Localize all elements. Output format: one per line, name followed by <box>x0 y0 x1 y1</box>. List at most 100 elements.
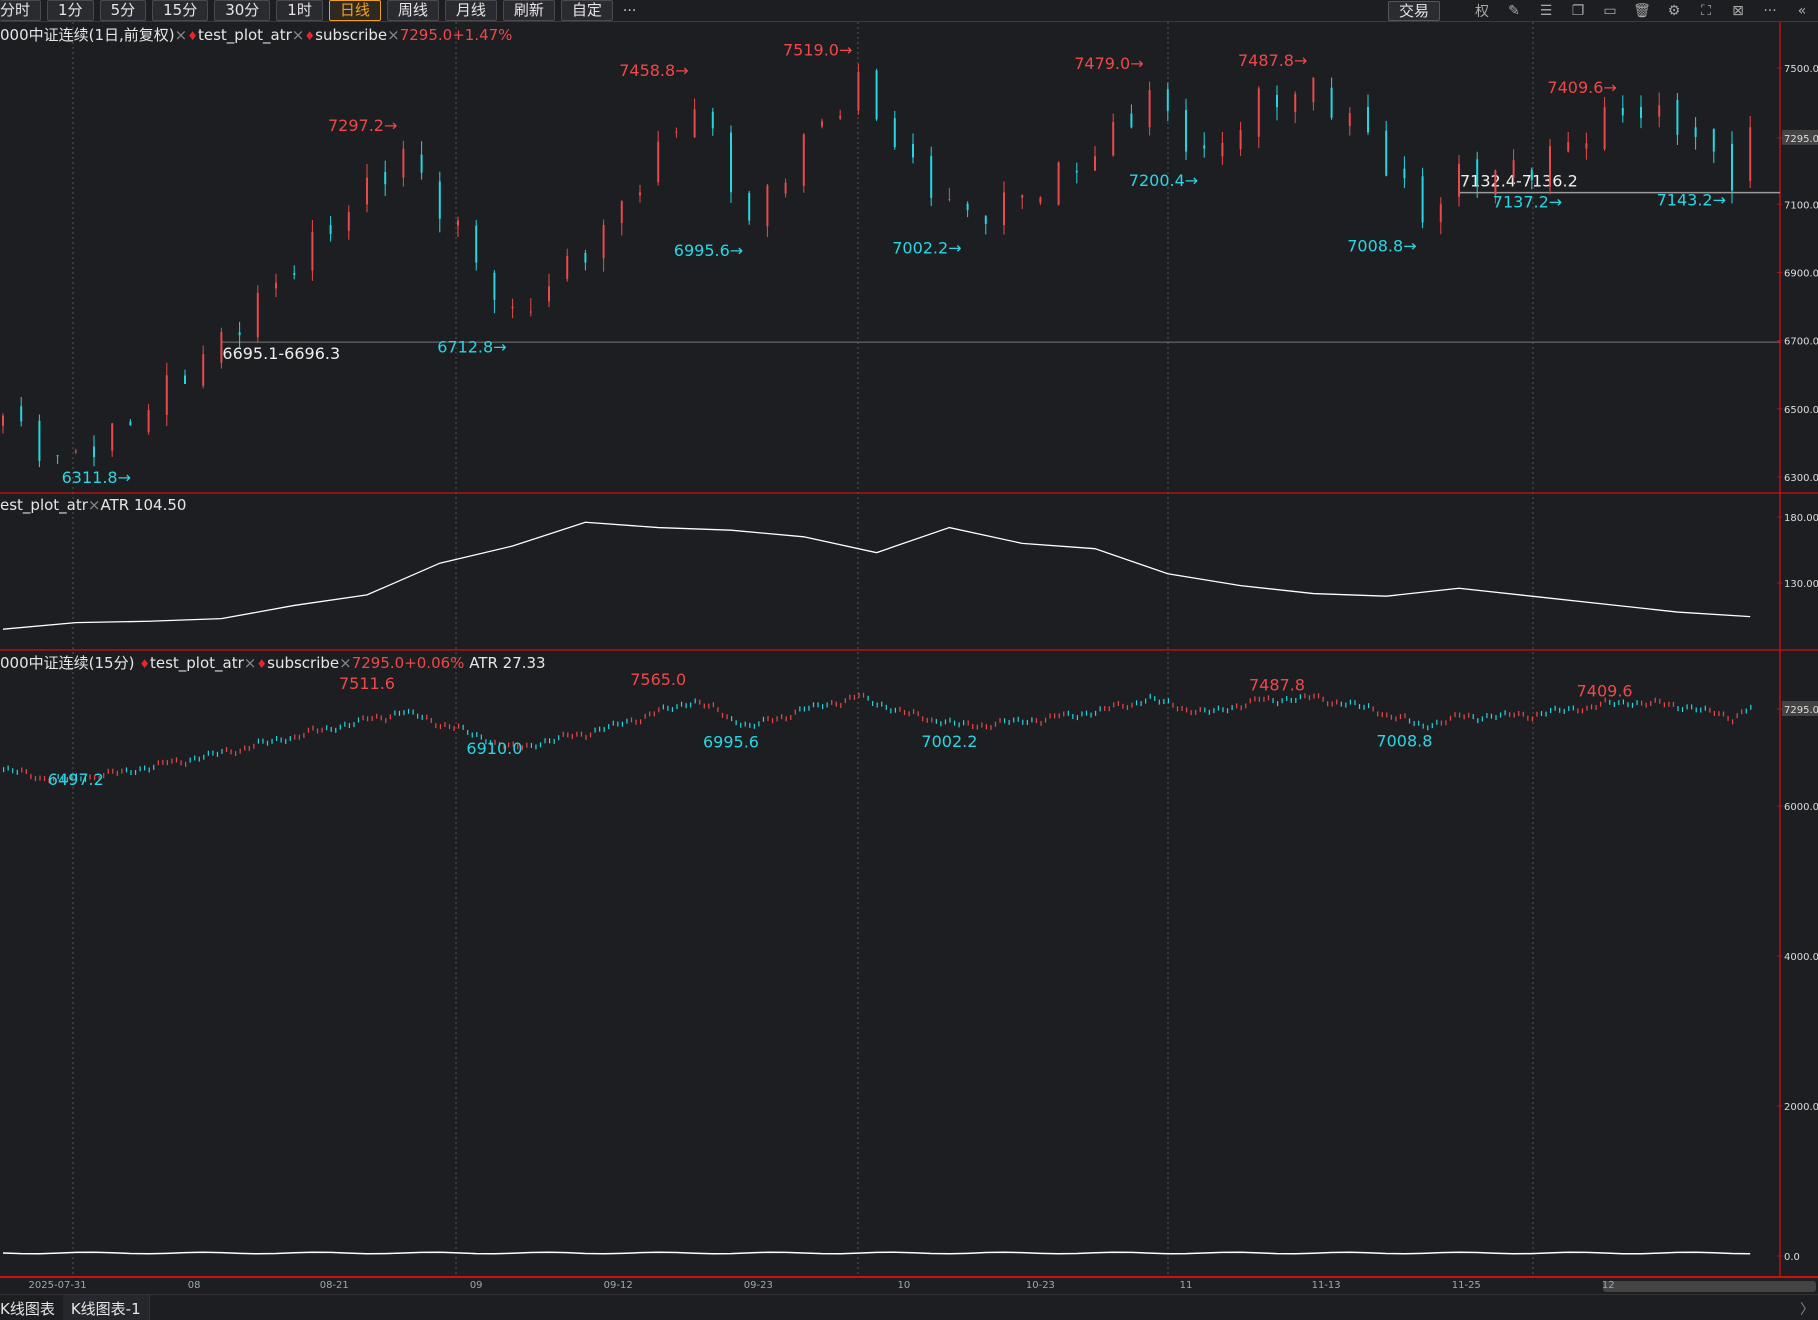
candle-15min <box>166 760 168 766</box>
period-button[interactable]: 5分 <box>99 0 147 21</box>
candle-15min <box>1641 700 1643 706</box>
more-icon[interactable]: ··· <box>622 2 637 19</box>
pencil-icon[interactable]: ✎ <box>1508 2 1520 19</box>
candle-15min <box>1440 720 1442 726</box>
candle-15min <box>558 735 560 741</box>
legend-indicator[interactable]: subscribe <box>315 26 388 44</box>
remove-icon[interactable]: × <box>243 654 257 672</box>
remove-icon[interactable]: × <box>339 654 352 672</box>
candle-15min <box>1613 702 1615 708</box>
candle-body <box>1112 121 1115 156</box>
candle-15min <box>1049 713 1051 719</box>
period-button[interactable]: 分时 <box>0 0 42 21</box>
settings-icon[interactable]: ⚙ <box>1667 2 1681 19</box>
legend-quote: 7295.0+0.06% <box>351 654 465 672</box>
trash-icon[interactable]: 🗑 <box>1633 2 1651 19</box>
candle-body <box>1676 99 1679 135</box>
legend-indicator[interactable]: est_plot_atr <box>0 496 88 514</box>
period-button[interactable]: 1时 <box>276 0 323 21</box>
candle-body <box>256 292 259 338</box>
rights-button[interactable]: 权 <box>1475 3 1489 20</box>
extreme-label: 7511.6 <box>339 674 395 693</box>
candle-body <box>402 148 405 178</box>
tab-kline-chart[interactable]: K线图表 <box>0 1300 55 1318</box>
chart-canvas[interactable]: 7500.0 7295.0 7100.0 6900.0 6700.0 6500.0 6300… <box>0 22 1818 1276</box>
candle-body <box>602 225 605 259</box>
candle-body <box>1567 142 1570 152</box>
legend-indicator[interactable]: test_plot_atr <box>198 26 292 44</box>
candle-15min <box>721 712 724 718</box>
candle-15min <box>453 725 455 731</box>
extreme-label: 6995.6 <box>703 732 759 751</box>
remove-icon[interactable]: × <box>174 26 188 44</box>
period-button[interactable]: 15分 <box>152 0 209 21</box>
close-box-icon[interactable]: ⊠ <box>1732 2 1744 19</box>
candle-15min <box>185 761 187 767</box>
sliders-icon[interactable]: ☰ <box>1539 2 1553 19</box>
collapse-icon[interactable]: « <box>1797 2 1807 19</box>
candle-15min <box>1281 698 1283 704</box>
candle-15min <box>731 716 733 722</box>
candle-15min <box>881 701 883 707</box>
period-button[interactable]: 周线 <box>386 0 439 21</box>
candle-body <box>620 201 623 223</box>
candle-body <box>311 231 314 271</box>
candle-15min <box>198 756 200 762</box>
date-tick: 11-13 <box>1311 1280 1341 1291</box>
period-button[interactable]: 日线 <box>328 0 381 21</box>
candle-15min <box>599 726 601 732</box>
candle-15min <box>908 711 910 717</box>
period-button[interactable]: 30分 <box>214 0 271 21</box>
candle-15min <box>835 701 837 707</box>
legend-indicator[interactable]: subscribe <box>267 654 340 672</box>
legend-symbol: 000中证连续(1日,前复权) <box>0 26 175 44</box>
candle-15min <box>862 692 865 698</box>
candle-15min <box>57 774 59 780</box>
candle-15min <box>576 731 578 737</box>
candle-15min <box>1568 706 1570 712</box>
candle-15min <box>1026 720 1028 726</box>
candle-body <box>693 109 696 138</box>
tab-kline-chart-1[interactable]: K线图表-1 <box>62 1295 150 1320</box>
remove-icon[interactable]: × <box>387 26 400 44</box>
candle-15min <box>84 776 87 782</box>
layout-icon[interactable]: ▭ <box>1603 2 1617 19</box>
price-zone-label: 7132.4-7136.2 <box>1460 172 1578 191</box>
period-button[interactable]: 月线 <box>444 0 497 21</box>
candle-15min <box>1067 710 1069 716</box>
candle-15min <box>1672 701 1675 707</box>
copy-icon[interactable]: ❐ <box>1571 2 1585 19</box>
candle-15min <box>767 715 769 721</box>
candle-15min <box>1263 696 1265 702</box>
candle-15min <box>1304 693 1306 699</box>
candle-15min <box>1650 700 1652 706</box>
candle-body <box>766 185 769 227</box>
candle-15min <box>662 704 664 710</box>
candle-15min <box>899 706 901 712</box>
remove-icon[interactable]: × <box>87 496 101 514</box>
legend-indicator[interactable]: test_plot_atr <box>149 654 244 672</box>
candle-15min <box>667 705 669 711</box>
more-icon[interactable]: ··· <box>1763 2 1777 19</box>
candle-15min <box>1577 708 1579 714</box>
trade-button[interactable]: 交易 <box>1387 0 1440 21</box>
candle-15min <box>43 776 46 782</box>
candle-15min <box>776 716 778 722</box>
candle-15min <box>1413 721 1415 727</box>
period-button[interactable]: 刷新 <box>502 0 555 21</box>
remove-icon[interactable]: × <box>291 26 305 44</box>
scrollbar[interactable] <box>1603 1281 1816 1292</box>
candle-15min <box>1204 707 1206 713</box>
candle-15min <box>1113 702 1115 708</box>
chevron-right-icon[interactable]: 〉 <box>1800 1302 1814 1318</box>
date-tick: 09 <box>469 1280 483 1291</box>
fullscreen-icon[interactable]: ⛶ <box>1701 2 1711 19</box>
candle-15min <box>1277 701 1279 707</box>
candle-15min <box>276 736 278 742</box>
period-button[interactable]: 自定 <box>560 0 613 21</box>
period-button[interactable]: 1分 <box>47 0 94 21</box>
candle-15min <box>339 724 341 730</box>
candle-15min <box>1572 705 1574 711</box>
diamond-icon: ♦ <box>187 29 198 43</box>
candle-15min <box>658 707 660 713</box>
